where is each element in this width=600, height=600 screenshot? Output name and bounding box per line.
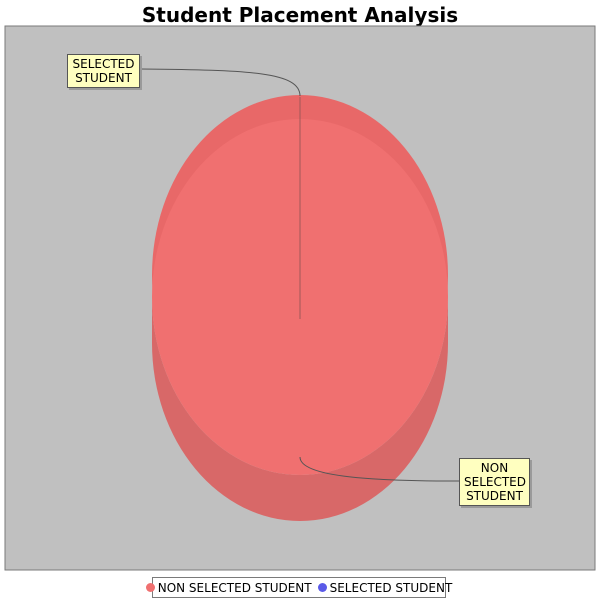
leader-line-selected	[139, 68, 301, 97]
legend-label-selected: SELECTED STUDENT	[329, 580, 453, 595]
pie-group	[139, 68, 460, 521]
legend-item-non-selected: NON SELECTED STUDENT	[145, 580, 312, 595]
pie-side	[152, 297, 448, 521]
leader-line-non-selected	[299, 456, 460, 482]
legend-swatch-selected	[317, 583, 327, 592]
legend-label-non-selected: NON SELECTED STUDENT	[157, 580, 312, 595]
chart-title: Student Placement Analysis	[141, 3, 459, 27]
legend-swatch-non-selected	[145, 583, 155, 592]
chart-legend: NON SELECTED STUDENT SELECTED STUDENT	[145, 577, 452, 598]
slice-label-non-selected-student: NON SELECTED STUDENT	[459, 458, 530, 506]
slice-label-selected-student: SELECTED STUDENT	[67, 54, 140, 88]
legend-item-selected: SELECTED STUDENT	[317, 580, 453, 595]
